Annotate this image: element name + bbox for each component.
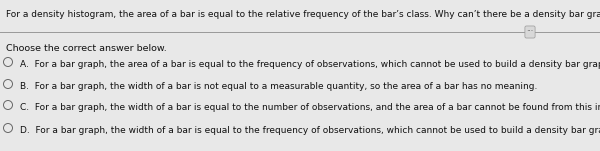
- Text: For a density histogram, the area of a bar is equal to the relative frequency of: For a density histogram, the area of a b…: [6, 10, 600, 19]
- Text: A.  For a bar graph, the area of a bar is equal to the frequency of observations: A. For a bar graph, the area of a bar is…: [20, 60, 600, 69]
- Text: C.  For a bar graph, the width of a bar is equal to the number of observations, : C. For a bar graph, the width of a bar i…: [20, 103, 600, 112]
- Text: B.  For a bar graph, the width of a bar is not equal to a measurable quantity, s: B. For a bar graph, the width of a bar i…: [20, 82, 538, 91]
- Text: ···: ···: [526, 27, 533, 37]
- Text: D.  For a bar graph, the width of a bar is equal to the frequency of observation: D. For a bar graph, the width of a bar i…: [20, 126, 600, 135]
- Text: Choose the correct answer below.: Choose the correct answer below.: [6, 44, 167, 53]
